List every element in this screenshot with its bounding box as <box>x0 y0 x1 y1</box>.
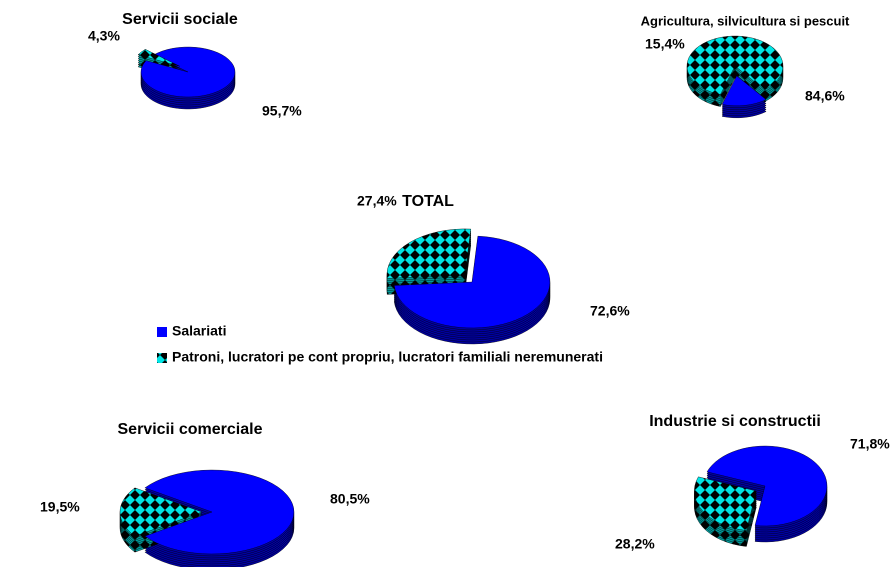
value-label: 84,6% <box>805 88 845 104</box>
value-label: 4,3% <box>88 28 120 44</box>
pie-slice <box>119 487 203 537</box>
pie-slice <box>137 49 180 67</box>
pie-title: Servicii comerciale <box>118 421 263 438</box>
pie-title: Agricultura, silvicultura si pescuit <box>641 13 850 28</box>
pie-title: Industrie si constructii <box>649 413 821 430</box>
pie-slice <box>706 445 828 527</box>
pie-slice <box>721 75 767 107</box>
pie-slice <box>144 469 295 555</box>
value-label: 71,8% <box>850 436 890 452</box>
pie-slice <box>686 35 784 95</box>
value-label: 95,7% <box>262 103 302 119</box>
value-label: 28,2% <box>615 536 655 552</box>
legend-label: Salariati <box>172 323 226 339</box>
value-label: 72,6% <box>590 303 630 319</box>
legend-swatch <box>157 327 167 337</box>
pie-slice <box>694 476 757 531</box>
pie-slice <box>393 235 551 329</box>
legend-label: Patroni, lucratori pe cont propriu, lucr… <box>172 349 603 365</box>
value-label: 80,5% <box>330 491 370 507</box>
pie-title: TOTAL <box>402 193 454 210</box>
pie-title: Servicii sociale <box>122 11 238 28</box>
value-label: 19,5% <box>40 499 80 515</box>
legend-swatch <box>157 353 167 363</box>
value-label: 15,4% <box>645 36 685 52</box>
value-label: 27,4% <box>357 193 397 209</box>
pie-slice <box>386 228 472 279</box>
